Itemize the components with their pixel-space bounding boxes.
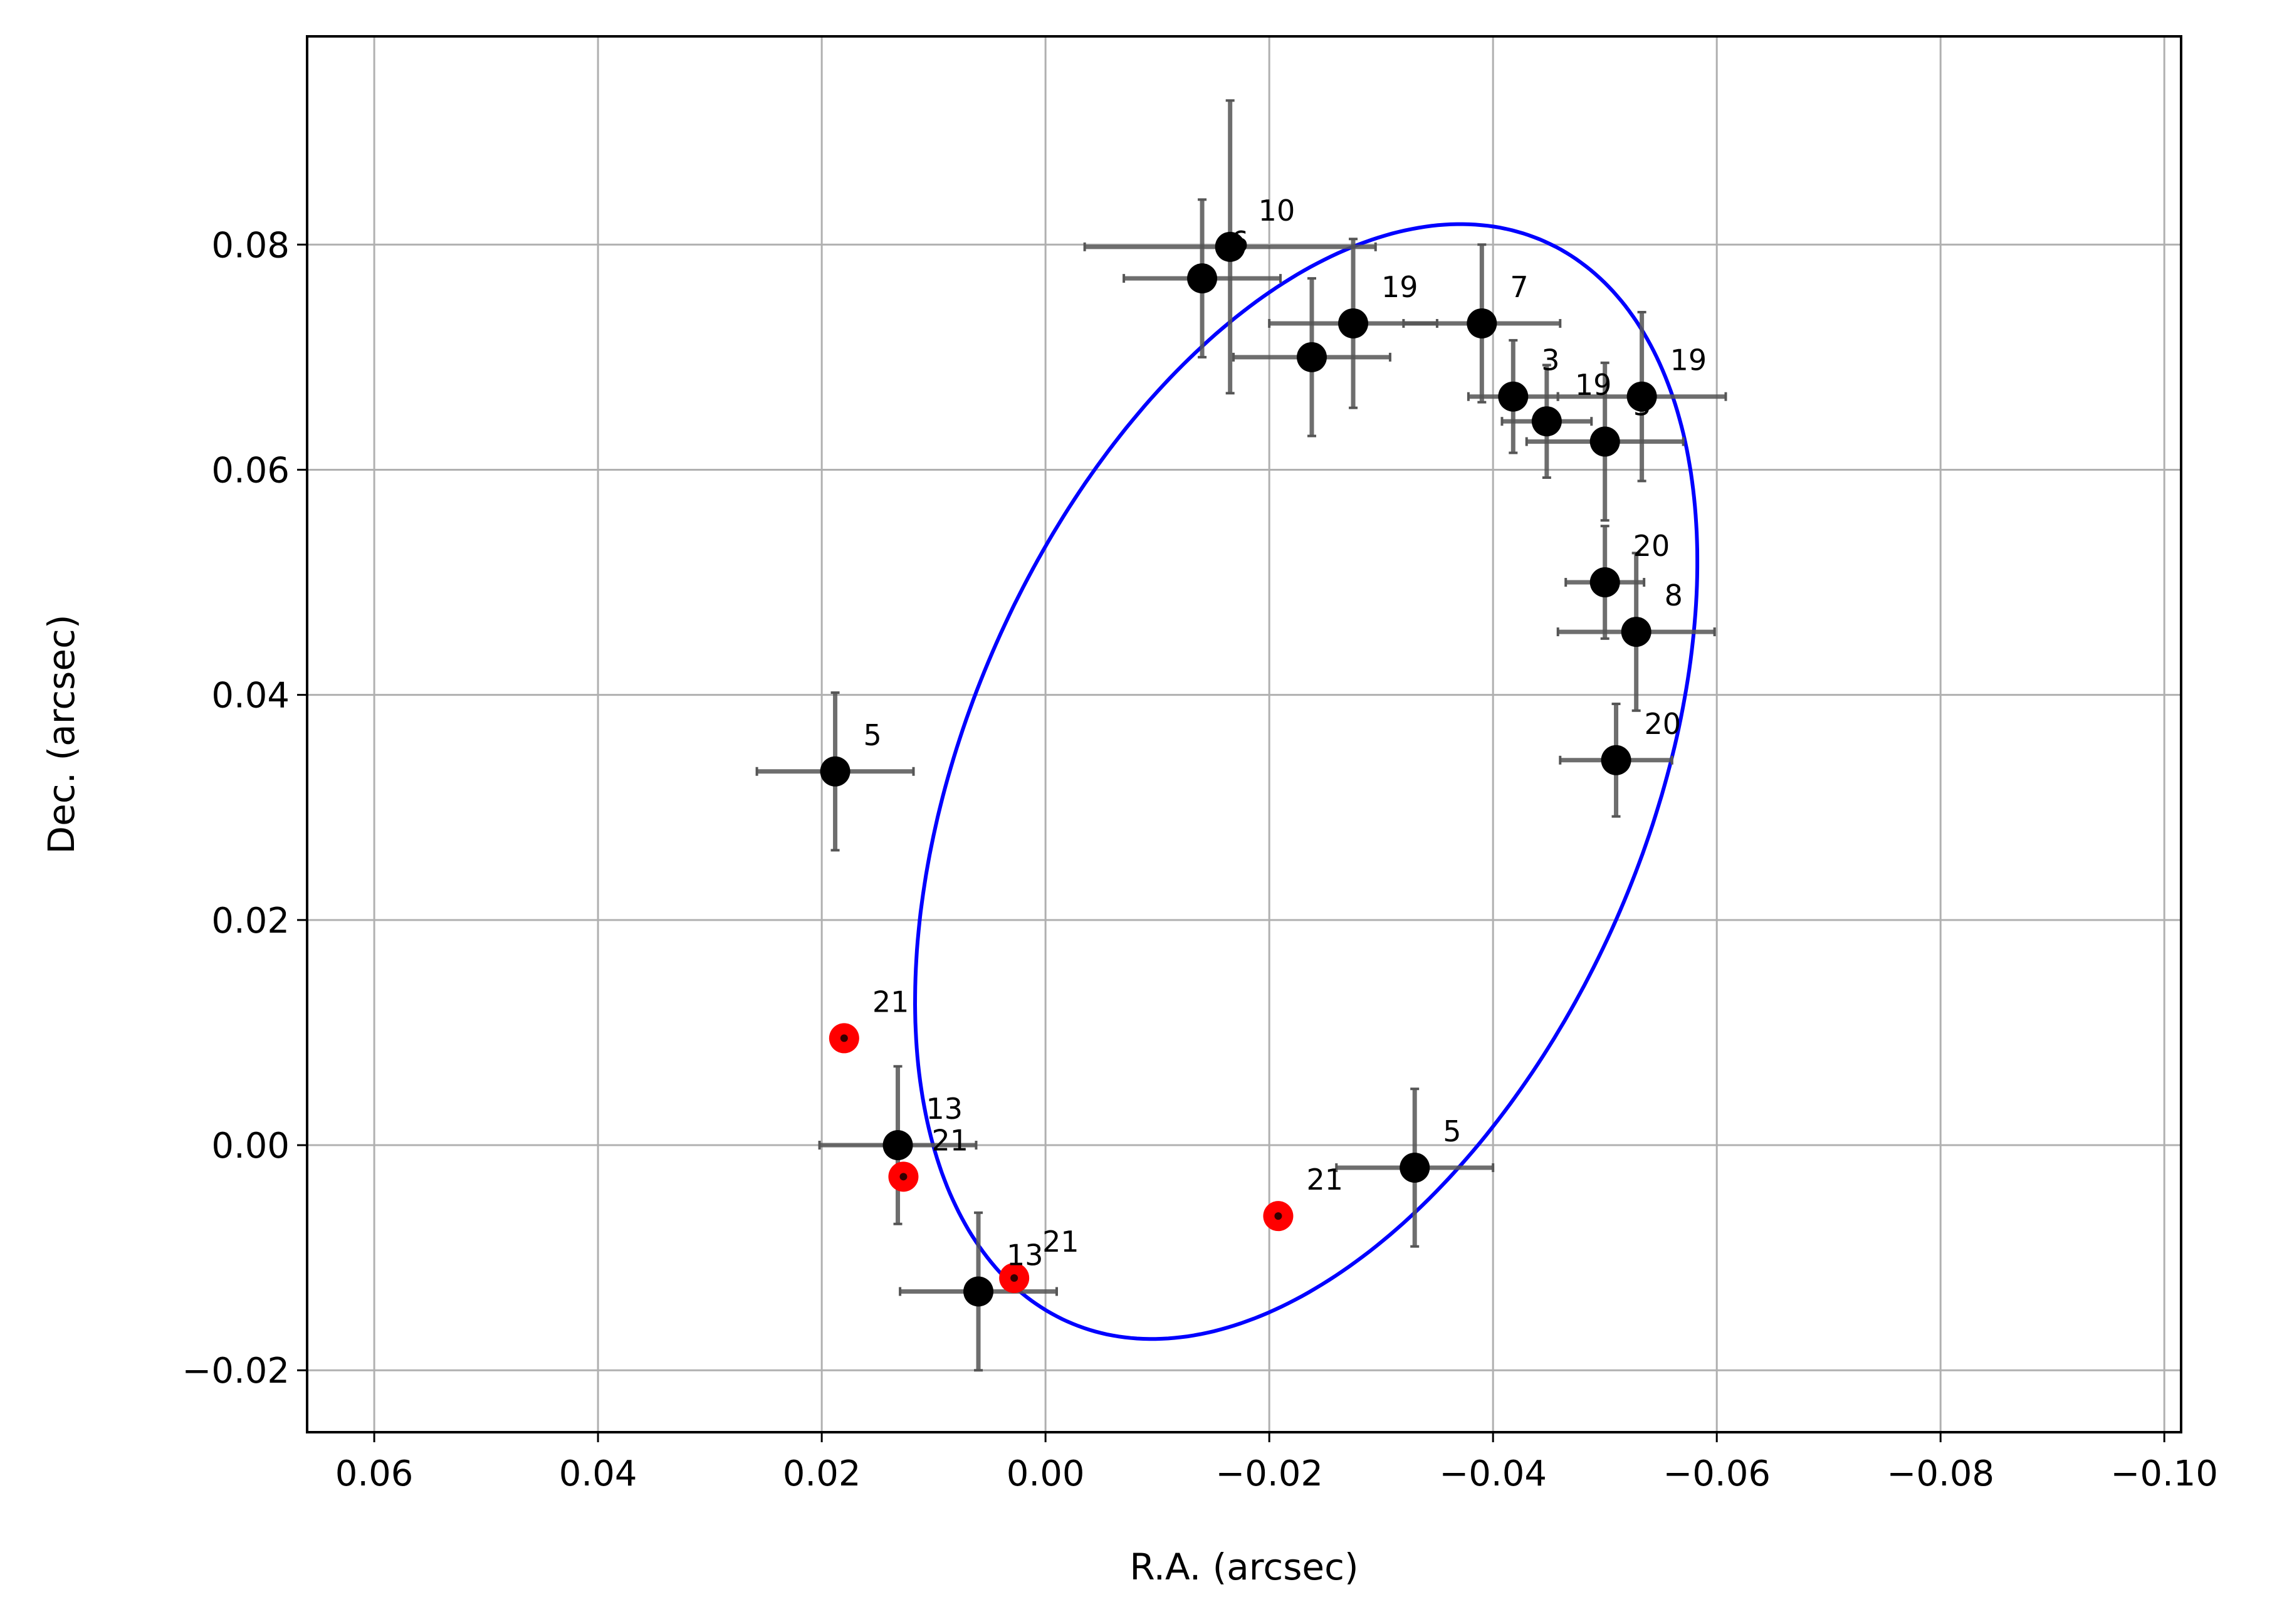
point-label: 20: [1645, 707, 1682, 741]
point-label: 7: [1510, 270, 1528, 304]
point-label: 3: [1541, 343, 1559, 377]
observed-point: [1215, 231, 1245, 262]
x-tick-label: 0.04: [559, 1454, 637, 1494]
y-tick-label: 0.08: [211, 225, 290, 266]
y-tick-label: 0.04: [211, 676, 290, 716]
observed-point: [1601, 745, 1631, 775]
observed-point: [1338, 308, 1369, 338]
x-tick-label: −0.08: [1887, 1454, 1994, 1494]
observed-point: [1187, 263, 1218, 294]
observed-point: [1621, 617, 1651, 647]
point-label: 5: [1633, 389, 1651, 422]
point-label: 19: [1381, 270, 1418, 304]
observed-point: [1626, 381, 1657, 412]
point-label: 21: [1306, 1163, 1343, 1197]
point-label: 6: [1230, 225, 1248, 259]
predicted-point-center: [840, 1034, 848, 1042]
observed-point: [1531, 406, 1562, 437]
point-label: 20: [1633, 529, 1670, 563]
point-label: 21: [1042, 1225, 1079, 1259]
y-axis-label: Dec. (arcsec): [40, 614, 83, 854]
point-label: 19: [1670, 343, 1707, 377]
x-axis-label: R.A. (arcsec): [1129, 1546, 1358, 1588]
orbit-ellipse: [913, 222, 1700, 1341]
x-tick-label: 0.00: [1007, 1454, 1085, 1494]
observed-point: [1400, 1152, 1430, 1183]
point-label: 13: [1007, 1239, 1044, 1272]
observed-point: [882, 1130, 913, 1161]
y-tick-label: −0.02: [182, 1351, 290, 1391]
x-tick-label: 0.02: [783, 1454, 861, 1494]
observed-point: [1296, 342, 1327, 372]
x-tick-label: −0.10: [2110, 1454, 2218, 1494]
point-label: 5: [1443, 1114, 1461, 1148]
point-label: 21: [872, 985, 909, 1019]
orbit-ellipse-layer: [913, 222, 1700, 1341]
data-points: [820, 231, 1657, 1307]
point-label: 21: [931, 1123, 968, 1157]
point-label: 19: [1575, 368, 1612, 402]
plot-frame: [306, 35, 2182, 1433]
observed-point: [963, 1276, 994, 1307]
point-label: 8: [1665, 579, 1683, 612]
x-tick-label: −0.04: [1439, 1454, 1547, 1494]
point-label: 13: [926, 1092, 963, 1126]
predicted-point-center: [1010, 1274, 1018, 1282]
observed-point: [1498, 381, 1529, 412]
x-tick-label: −0.06: [1663, 1454, 1771, 1494]
point-label: 5: [864, 718, 882, 752]
point-label: 4: [1340, 304, 1358, 338]
observed-point: [820, 756, 851, 787]
y-tick-label: 0.00: [211, 1126, 290, 1166]
predicted-point-center: [1274, 1212, 1282, 1220]
observed-point: [1467, 308, 1497, 338]
point-label: 10: [1259, 194, 1295, 228]
predicted-point-center: [899, 1173, 908, 1181]
x-tick-label: 0.06: [335, 1454, 414, 1494]
observed-point: [1589, 567, 1620, 598]
axis-ticks: 0.06 0.04 0.02 0.00 −0.02 −0.04 −0.06 −0.08 −0.1…: [182, 225, 2218, 1494]
y-tick-label: 0.02: [211, 901, 290, 941]
y-tick-label: 0.06: [211, 450, 290, 491]
observed-point: [1589, 426, 1620, 457]
x-tick-label: −0.02: [1215, 1454, 1323, 1494]
